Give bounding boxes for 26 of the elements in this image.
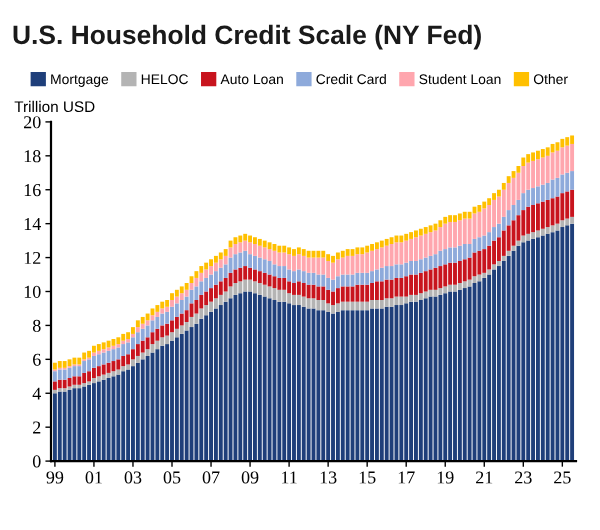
y-tick-label: 8: [32, 319, 41, 332]
x-tick-label: 17: [398, 471, 415, 484]
x-tick-label: 05: [163, 471, 181, 484]
x-tick-label: 13: [320, 471, 337, 484]
y-tick-label: 10: [24, 285, 41, 298]
y-tick-label: 18: [24, 150, 41, 163]
x-tick-label: 19: [437, 471, 454, 484]
x-tick-label: 01: [85, 471, 102, 484]
y-tick-label: 20: [24, 116, 41, 129]
y-tick-label: 6: [33, 353, 41, 366]
y-tick-label: 12: [24, 251, 41, 264]
y-tick-label: 16: [24, 184, 41, 197]
chart-title: U.S. Household Credit Scale (NY Fed): [13, 24, 481, 50]
x-tick-label: 03: [124, 471, 142, 484]
x-tick-label: 23: [515, 471, 532, 484]
x-tick-label: 25: [554, 471, 571, 484]
y-tick-label: 14: [24, 218, 41, 230]
x-tick-label: 09: [241, 471, 259, 484]
y-tick-label: 0: [32, 455, 41, 468]
x-tick-label: 99: [46, 471, 64, 484]
y-tick-label: 2: [33, 421, 41, 434]
x-tick-label: 07: [202, 471, 220, 484]
y-tick-label: 4: [32, 387, 41, 400]
x-tick-label: 15: [359, 471, 376, 484]
x-tick-label: 11: [282, 471, 297, 484]
x-tick-label: 21: [476, 471, 493, 484]
